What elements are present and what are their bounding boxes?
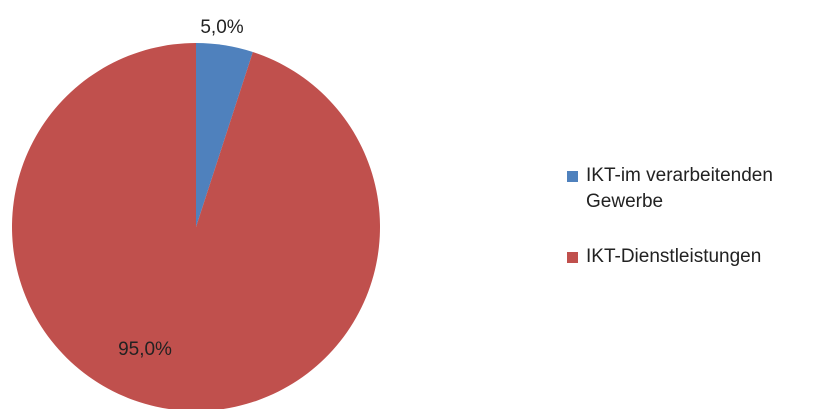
pie-slice [196,43,253,227]
data-label: 95,0% [118,339,172,360]
legend-item: IKT-im verarbeitenden Gewerbe [567,163,833,215]
legend-swatch [567,252,578,263]
data-label: 5,0% [200,17,243,38]
legend-label: IKT-Dienstleistungen [586,246,762,267]
legend-label: IKT-im verarbeitenden Gewerbe [586,165,773,212]
legend-item: IKT-Dienstleistungen [567,244,833,270]
pie-slice [12,43,380,409]
legend-swatch [567,171,578,182]
